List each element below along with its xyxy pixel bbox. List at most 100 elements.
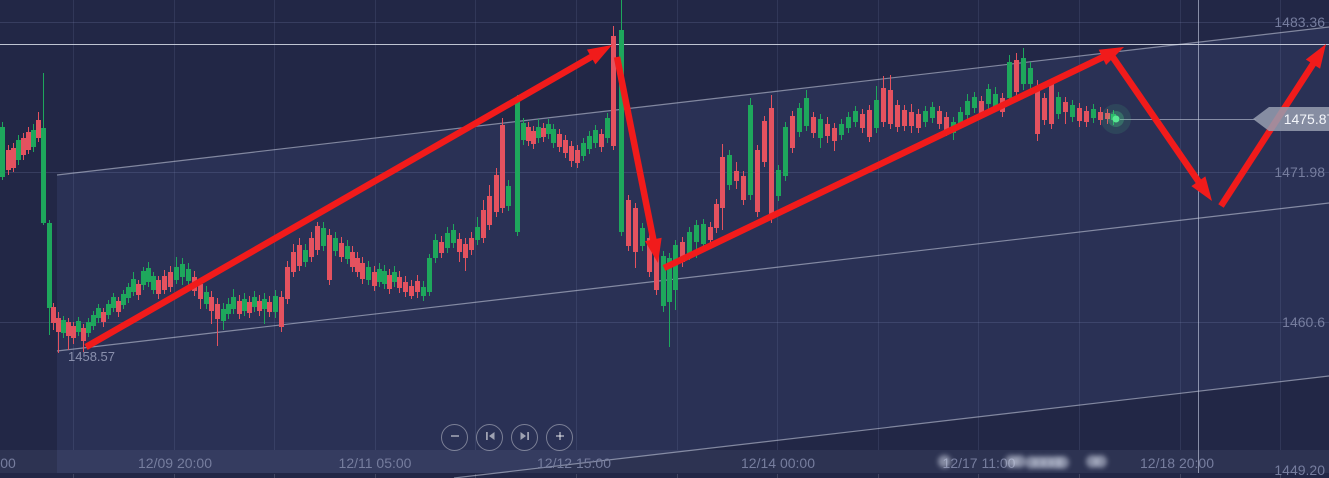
candle [427, 254, 432, 296]
candle [748, 98, 753, 200]
candle [860, 109, 865, 133]
candle [1105, 109, 1110, 124]
candle [1042, 93, 1047, 125]
trend-arrow-head[interactable] [1098, 47, 1124, 66]
candle [1070, 100, 1075, 122]
trend-arrow-line[interactable] [84, 48, 604, 350]
candle [1021, 48, 1026, 90]
candle [762, 116, 767, 167]
candle [626, 195, 631, 251]
candle [633, 203, 638, 268]
scroll-to-start-button[interactable] [476, 424, 503, 451]
candle [321, 222, 326, 251]
candle [818, 114, 823, 148]
candle [333, 232, 338, 256]
candle [727, 150, 732, 190]
candle [111, 293, 116, 312]
candle [839, 119, 844, 140]
candle [605, 113, 610, 143]
candle [360, 257, 365, 284]
trend-arrows-drawing[interactable] [84, 44, 1326, 350]
candle [457, 233, 462, 262]
candle [11, 143, 16, 172]
candle [1063, 97, 1068, 124]
candle [1056, 92, 1061, 119]
candle [521, 118, 526, 145]
candle [451, 224, 456, 248]
candle [439, 236, 444, 258]
candle [226, 298, 231, 319]
candle [1014, 53, 1019, 98]
candle [345, 240, 350, 264]
trend-arrow-line[interactable] [613, 56, 659, 252]
trend-arrow-head[interactable] [1305, 44, 1326, 69]
candle [506, 180, 511, 211]
candle [755, 145, 760, 217]
candle [156, 276, 161, 299]
candle [708, 222, 713, 245]
candle [569, 141, 574, 167]
candle [51, 303, 56, 330]
candle [355, 252, 360, 277]
zoom-out-button[interactable] [441, 424, 468, 451]
candle [902, 105, 907, 131]
candle [599, 129, 604, 152]
scroll-to-realtime-button[interactable] [511, 424, 538, 451]
blurred-dot [937, 454, 951, 468]
trend-arrow-line[interactable] [1109, 54, 1208, 193]
candle [916, 109, 921, 133]
candle [237, 295, 242, 319]
candle [797, 103, 802, 137]
candle [930, 102, 935, 123]
candle [273, 290, 278, 318]
candle [96, 304, 101, 323]
candle [267, 296, 272, 317]
candle [415, 275, 420, 298]
candle [285, 261, 290, 304]
candle [546, 119, 551, 139]
candle [965, 94, 970, 120]
candle [825, 117, 830, 143]
channel-bottom-line[interactable] [453, 375, 1329, 478]
candle [867, 105, 872, 142]
candle [409, 280, 414, 299]
candle [421, 281, 426, 301]
candle [350, 246, 355, 272]
candle [832, 123, 837, 151]
trend-arrow-head[interactable] [586, 45, 612, 65]
zoom-in-button[interactable] [546, 424, 573, 451]
candle [811, 112, 816, 138]
candle [174, 257, 179, 284]
time-axis-band[interactable] [0, 450, 1329, 473]
candle [180, 258, 185, 285]
candle [121, 290, 126, 309]
candle [291, 244, 296, 277]
candle [151, 272, 156, 294]
candle [673, 240, 678, 310]
candle [741, 171, 746, 205]
trend-arrow-head[interactable] [1191, 176, 1212, 201]
candle [56, 312, 61, 353]
candle [804, 90, 809, 131]
candle [923, 106, 928, 127]
trend-arrow-line[interactable] [662, 49, 1115, 271]
candle [76, 317, 81, 336]
candle [106, 300, 111, 319]
candle [61, 316, 66, 338]
channel-middle-line[interactable] [56, 202, 1329, 352]
candle [215, 298, 220, 346]
candle [661, 251, 666, 312]
candle [593, 125, 598, 148]
candle [433, 234, 438, 263]
candle [141, 267, 146, 290]
candle [611, 26, 616, 150]
candle [136, 280, 141, 300]
candle [1049, 79, 1054, 129]
candle [26, 127, 31, 154]
candle [327, 229, 332, 285]
candle [515, 95, 520, 236]
trend-arrow-head[interactable] [644, 237, 662, 263]
blurred-dot [1012, 454, 1026, 468]
